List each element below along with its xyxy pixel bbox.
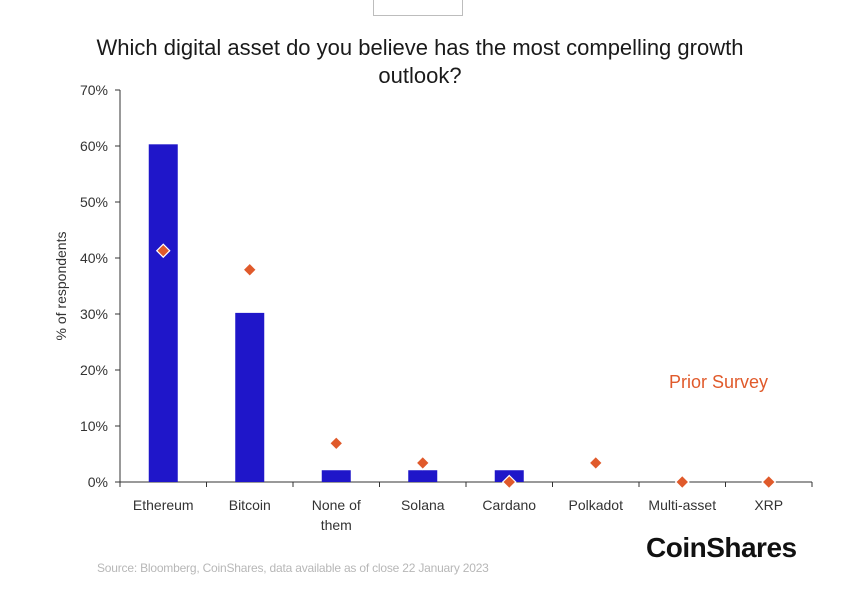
source-note: Source: Bloomberg, CoinShares, data avai… bbox=[97, 561, 489, 575]
y-tick-label: 70% bbox=[80, 82, 108, 98]
legend: Prior Survey bbox=[669, 372, 768, 392]
x-tick-labels: Ethereum Bitcoin None of them Solana Cardano P… bbox=[133, 497, 783, 533]
prior-survey-marker bbox=[761, 474, 777, 490]
y-tick-label: 50% bbox=[80, 194, 108, 210]
x-tick-label: Cardano bbox=[482, 497, 536, 513]
y-tick-label: 60% bbox=[80, 138, 108, 154]
axes bbox=[115, 89, 813, 487]
y-tick-label: 0% bbox=[88, 474, 108, 490]
bar-ethereum bbox=[148, 144, 178, 482]
prior-survey-marker bbox=[501, 474, 517, 490]
y-tick-label: 40% bbox=[80, 250, 108, 266]
bar-none-of-them bbox=[321, 470, 351, 482]
prior-survey-marker bbox=[415, 455, 431, 471]
x-tick-label: them bbox=[321, 517, 352, 533]
y-tick-label: 30% bbox=[80, 306, 108, 322]
x-tick-label: Polkadot bbox=[569, 497, 624, 513]
prior-survey-marker bbox=[328, 436, 344, 451]
bar-bitcoin bbox=[235, 312, 265, 482]
x-tick-label: XRP bbox=[754, 497, 783, 513]
chart-title: Which digital asset do you believe has t… bbox=[96, 35, 744, 88]
y-tick-labels: 0% 10% 20% 30% 40% 50% 60% 70% bbox=[80, 82, 108, 490]
prior-survey-marker bbox=[674, 474, 690, 490]
x-tick-label: Bitcoin bbox=[229, 497, 271, 513]
bars bbox=[148, 144, 524, 482]
top-frame-box bbox=[373, 0, 463, 16]
coinshares-logo: CoinShares bbox=[646, 532, 797, 563]
y-tick-label: 20% bbox=[80, 362, 108, 378]
y-axis-label-group: % of respondents bbox=[53, 232, 69, 341]
legend-prior-survey: Prior Survey bbox=[669, 372, 768, 392]
y-tick-label: 10% bbox=[80, 418, 108, 434]
prior-survey-markers bbox=[155, 243, 777, 490]
x-tick-label: Ethereum bbox=[133, 497, 194, 513]
prior-survey-marker bbox=[155, 243, 171, 259]
y-axis-label: % of respondents bbox=[53, 232, 69, 341]
bar-solana bbox=[408, 470, 438, 482]
x-tick-label: None of bbox=[312, 497, 361, 513]
prior-survey-marker bbox=[242, 262, 258, 278]
x-tick-label: Solana bbox=[401, 497, 445, 513]
prior-survey-marker bbox=[588, 455, 604, 471]
x-tick-label: Multi-asset bbox=[648, 497, 716, 513]
